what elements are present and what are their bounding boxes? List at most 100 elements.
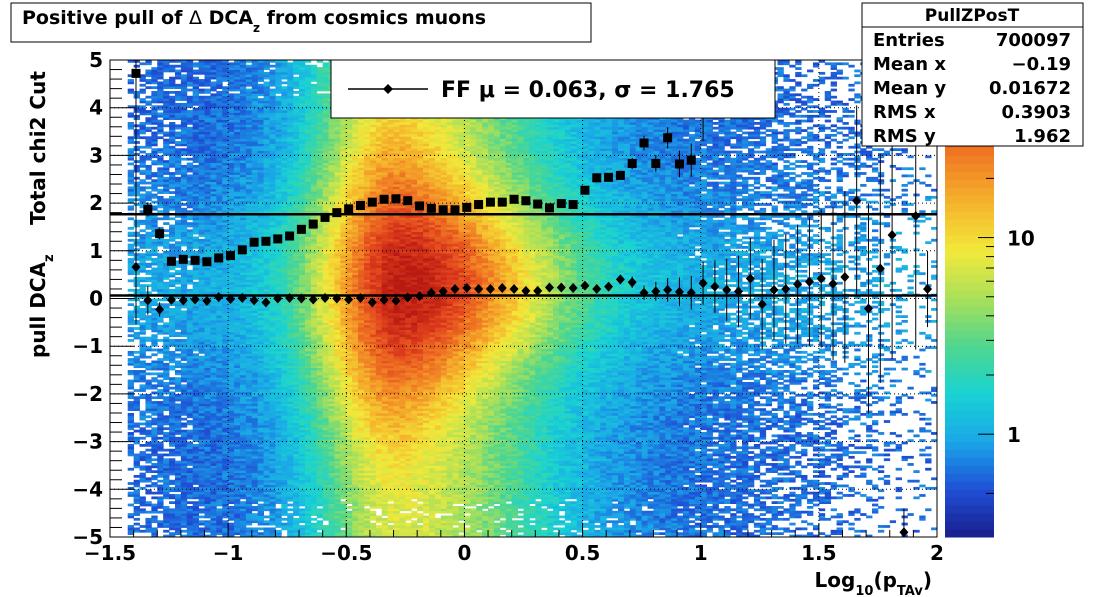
heatmap-cell (175, 530, 181, 533)
heatmap-cell (128, 532, 134, 535)
heatmap-cell (205, 437, 211, 440)
heatmap-cell (216, 401, 222, 404)
heatmap-cell (199, 341, 205, 344)
heatmap-cell (210, 458, 216, 461)
heatmap-cell (210, 442, 216, 445)
heatmap-cell (175, 527, 181, 530)
heatmap-cell (199, 389, 205, 392)
heatmap-cell (175, 506, 181, 509)
heatmap-cell (181, 134, 187, 137)
heatmap-cell (157, 361, 163, 364)
heatmap-cell (157, 446, 163, 449)
heatmap-cell (151, 272, 157, 275)
heatmap-cell (151, 163, 157, 166)
heatmap-cell (187, 458, 193, 461)
heatmap-cell (181, 291, 187, 294)
heatmap-cell (199, 163, 205, 166)
heatmap-cell (163, 518, 169, 521)
heatmap-cell (205, 468, 211, 471)
heatmap-cell (163, 86, 169, 89)
heatmap-cell (169, 217, 175, 220)
heatmap-cell (205, 358, 211, 361)
heatmap-cell (134, 523, 140, 526)
heatmap-cell (128, 444, 134, 447)
heatmap-cell (128, 112, 134, 115)
heatmap-cell (205, 470, 211, 473)
heatmap-cell (134, 423, 140, 426)
heatmap-cell (199, 194, 205, 197)
heatmap-cell (157, 501, 163, 504)
heatmap-cell (151, 380, 157, 383)
heatmap-cell (163, 177, 169, 180)
heatmap-cell (134, 279, 140, 282)
heatmap-cell (210, 103, 216, 106)
heatmap-cell (187, 363, 193, 366)
heatmap-cell (134, 258, 140, 261)
heatmap-cell (210, 449, 216, 452)
heatmap-cell (175, 287, 181, 290)
heatmap-cell (193, 320, 199, 323)
heatmap-cell (199, 308, 205, 311)
heatmap-cell (216, 470, 222, 473)
heatmap-cell (140, 370, 146, 373)
heatmap-cell (193, 341, 199, 344)
heatmap-cell (140, 458, 146, 461)
heatmap-cell (181, 81, 187, 84)
heatmap-cell (199, 458, 205, 461)
heatmap-cell (175, 306, 181, 309)
heatmap-cell (169, 411, 175, 414)
heatmap-cell (163, 246, 169, 249)
heatmap-cell (205, 494, 211, 497)
heatmap-cell (140, 89, 146, 92)
heatmap-cell (169, 425, 175, 428)
heatmap-cell (210, 380, 216, 383)
heatmap-cell (205, 454, 211, 457)
heatmap-cell (199, 84, 205, 87)
heatmap-cell (157, 129, 163, 132)
heatmap-cell (199, 129, 205, 132)
heatmap-cell (181, 165, 187, 168)
heatmap-cell (169, 98, 175, 101)
heatmap-cell (205, 182, 211, 185)
heatmap-cell (151, 220, 157, 223)
heatmap-cell (216, 489, 222, 492)
heatmap-cell (169, 454, 175, 457)
heatmap-cell (145, 112, 151, 115)
heatmap-cell (163, 282, 169, 285)
heatmap-cell (187, 368, 193, 371)
heatmap-cell (128, 401, 134, 404)
heatmap-cell (157, 89, 163, 92)
heatmap-cell (199, 179, 205, 182)
heatmap-cell (140, 322, 146, 325)
heatmap-cell (169, 79, 175, 82)
heatmap-cell (193, 444, 199, 447)
heatmap-cell (199, 282, 205, 285)
heatmap-cell (199, 122, 205, 125)
heatmap-cell (163, 377, 169, 380)
heatmap-cell (205, 308, 211, 311)
heatmap-cell (128, 217, 134, 220)
heatmap-cell (187, 194, 193, 197)
heatmap-cell (151, 268, 157, 271)
heatmap-cell (140, 365, 146, 368)
heatmap-cell (151, 79, 157, 82)
heatmap-cell (216, 418, 222, 421)
heatmap-cell (145, 327, 151, 330)
heatmap-cell (145, 403, 151, 406)
heatmap-cell (187, 248, 193, 251)
heatmap-cell (216, 337, 222, 340)
heatmap-cell (145, 399, 151, 402)
heatmap-cell (151, 341, 157, 344)
heatmap-cell (128, 513, 134, 516)
heatmap-cell (175, 463, 181, 466)
heatmap-cell (181, 172, 187, 175)
heatmap-cell (151, 420, 157, 423)
heatmap-cell (140, 473, 146, 476)
heatmap-cell (181, 315, 187, 318)
heatmap-cell (163, 470, 169, 473)
heatmap-cell (175, 98, 181, 101)
heatmap-cell (175, 332, 181, 335)
heatmap-cell (151, 134, 157, 137)
heatmap-cell (216, 344, 222, 347)
heatmap-cell (187, 408, 193, 411)
